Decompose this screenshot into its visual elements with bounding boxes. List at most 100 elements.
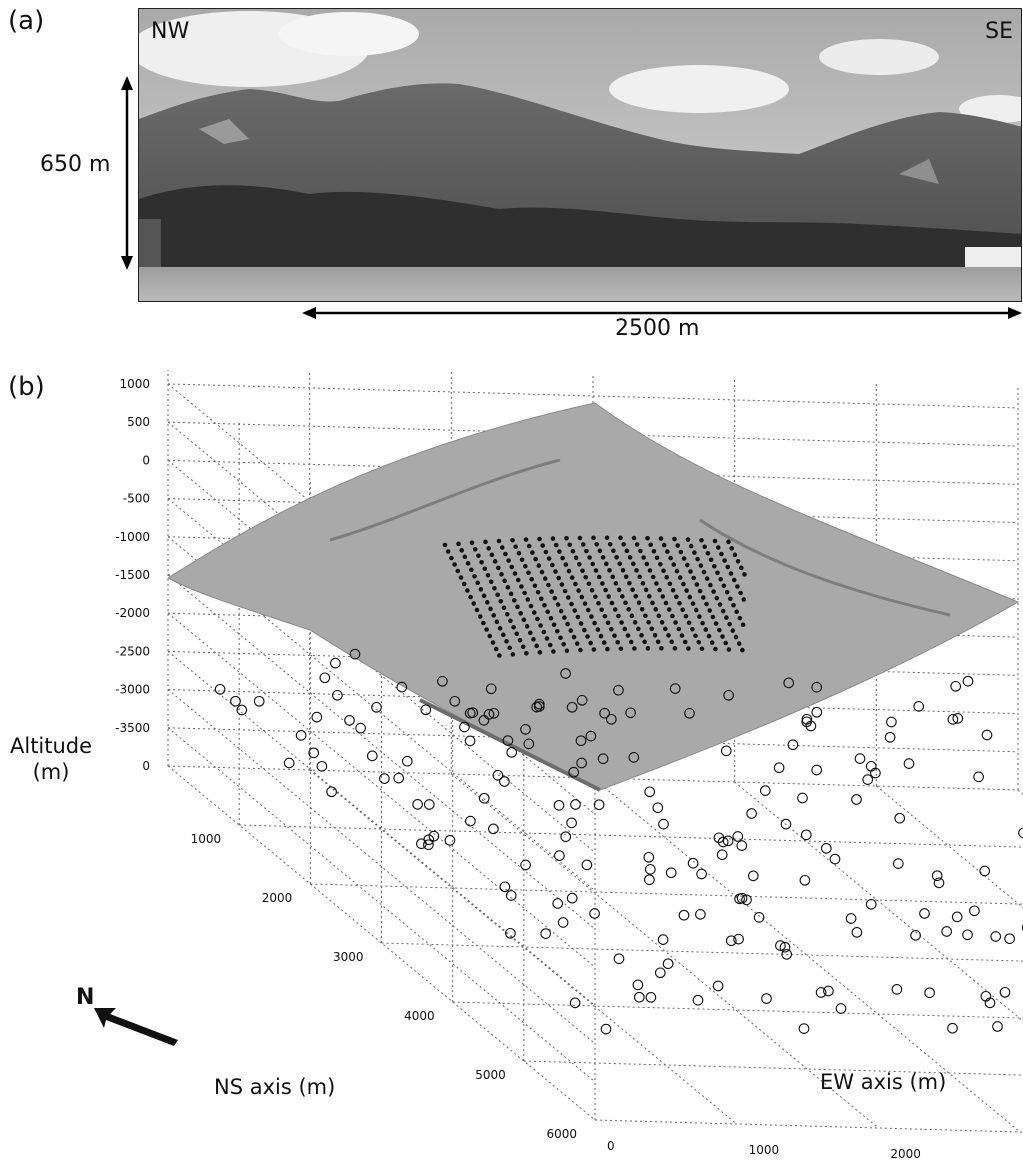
receiver-point bbox=[684, 707, 695, 719]
source-point bbox=[601, 640, 607, 645]
receiver-point bbox=[581, 859, 593, 871]
source-point bbox=[678, 549, 684, 555]
receiver-point bbox=[952, 713, 964, 724]
receiver-point bbox=[716, 849, 728, 861]
source-point bbox=[651, 548, 657, 554]
source-point bbox=[583, 574, 588, 580]
source-point bbox=[628, 639, 634, 645]
source-point bbox=[633, 594, 639, 599]
source-point bbox=[548, 615, 554, 621]
source-point bbox=[549, 589, 554, 594]
source-point bbox=[537, 536, 542, 542]
receiver-point bbox=[253, 695, 265, 707]
source-point bbox=[504, 612, 510, 617]
source-point bbox=[488, 579, 494, 585]
source-point bbox=[505, 585, 511, 590]
source-point bbox=[471, 601, 477, 606]
source-point bbox=[610, 574, 615, 580]
source-point bbox=[708, 557, 714, 563]
receiver-point bbox=[533, 698, 545, 710]
source-point bbox=[551, 649, 556, 654]
receiver-point bbox=[570, 799, 581, 810]
source-point bbox=[722, 558, 727, 563]
receiver-point bbox=[658, 818, 669, 830]
source-point bbox=[553, 542, 559, 548]
receiver-point bbox=[569, 997, 581, 1009]
receiver-point bbox=[779, 941, 791, 953]
source-point bbox=[541, 629, 547, 635]
receiver-point bbox=[644, 874, 655, 886]
source-point bbox=[724, 589, 730, 595]
source-point bbox=[489, 552, 495, 558]
panel-b-label: (b) bbox=[8, 372, 45, 402]
receiver-point bbox=[464, 735, 476, 747]
receiver-point bbox=[797, 792, 808, 804]
source-point bbox=[677, 575, 683, 580]
source-point bbox=[613, 581, 619, 586]
source-point bbox=[486, 546, 492, 551]
source-point bbox=[564, 535, 569, 541]
source-point bbox=[620, 568, 626, 573]
source-point bbox=[492, 559, 498, 564]
source-point bbox=[639, 607, 645, 612]
z-tick-label: -1000 bbox=[115, 530, 150, 544]
receiver-point bbox=[589, 908, 600, 919]
receiver-point bbox=[969, 905, 980, 917]
panel-a-label: (a) bbox=[8, 6, 45, 36]
source-point bbox=[507, 645, 512, 651]
source-point bbox=[669, 639, 674, 645]
receiver-point bbox=[746, 808, 757, 819]
source-point bbox=[586, 581, 592, 587]
source-point bbox=[612, 633, 617, 639]
source-point bbox=[691, 575, 696, 581]
receiver-point bbox=[854, 753, 866, 764]
source-point bbox=[573, 555, 579, 561]
source-point bbox=[680, 607, 685, 613]
source-point bbox=[626, 607, 631, 612]
source-point bbox=[676, 626, 682, 632]
receiver-point bbox=[990, 931, 1002, 942]
receiver-point bbox=[520, 859, 531, 871]
receiver-point bbox=[625, 707, 636, 719]
source-point bbox=[625, 633, 631, 638]
source-point bbox=[693, 607, 699, 613]
source-point bbox=[616, 587, 622, 593]
source-point bbox=[562, 615, 567, 620]
receiver-point bbox=[576, 757, 587, 769]
source-point bbox=[465, 588, 470, 593]
receiver-point bbox=[533, 701, 545, 712]
source-point bbox=[535, 616, 540, 622]
source-point bbox=[605, 646, 610, 652]
source-point bbox=[578, 647, 583, 653]
receiver-point bbox=[687, 857, 699, 869]
receiver-point bbox=[632, 979, 644, 991]
source-point bbox=[532, 583, 538, 589]
source-point bbox=[445, 549, 451, 554]
receiver-point bbox=[845, 913, 857, 924]
source-point bbox=[550, 562, 555, 568]
receiver-point bbox=[851, 794, 862, 805]
source-point bbox=[493, 646, 499, 652]
source-point bbox=[485, 600, 490, 605]
source-point bbox=[674, 594, 679, 600]
receiver-point bbox=[798, 1023, 810, 1034]
receiver-point bbox=[723, 689, 734, 701]
source-point bbox=[670, 587, 676, 593]
receiver-point bbox=[652, 802, 664, 814]
receiver-point bbox=[599, 707, 610, 719]
source-point bbox=[557, 549, 562, 554]
source-point bbox=[709, 640, 715, 645]
source-point bbox=[579, 594, 585, 600]
source-point bbox=[726, 647, 732, 652]
receiver-point bbox=[593, 799, 605, 811]
source-point bbox=[560, 555, 565, 561]
receiver-point bbox=[919, 908, 930, 919]
receiver-point bbox=[560, 668, 571, 679]
ew-tick-label: 2000 bbox=[890, 1147, 921, 1161]
receiver-point bbox=[933, 877, 945, 889]
source-point bbox=[670, 613, 675, 619]
receiver-point bbox=[892, 858, 904, 869]
source-point bbox=[458, 575, 464, 580]
receiver-point bbox=[505, 890, 517, 901]
receiver-point bbox=[553, 800, 565, 811]
